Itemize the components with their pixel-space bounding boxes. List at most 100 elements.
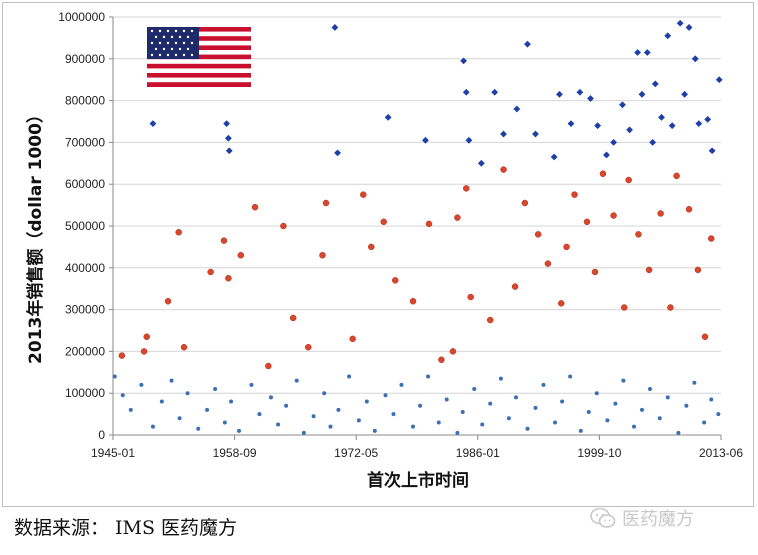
- x-tick-label: 1986-01: [456, 446, 500, 460]
- axes: [109, 16, 722, 440]
- x-tick-label: 1945-01: [91, 446, 135, 460]
- data-point-mid: [368, 243, 375, 251]
- data-point-high: [225, 147, 233, 155]
- data-point-low: [294, 378, 299, 383]
- data-point-high: [643, 49, 651, 56]
- y-tick-labels: 0 100000 200000 300000 400000 500000 600000 700…: [58, 10, 105, 442]
- data-point-high: [634, 49, 641, 56]
- data-point-low: [411, 424, 416, 429]
- data-point-mid: [511, 283, 519, 290]
- data-point-low: [594, 391, 599, 396]
- data-point-low: [506, 416, 511, 421]
- y-tick-label: 900000: [65, 52, 105, 66]
- data-point-low: [336, 407, 341, 412]
- data-point-low: [480, 422, 485, 427]
- data-point-mid: [280, 222, 287, 230]
- data-point-low: [185, 391, 190, 396]
- x-tick-label: 2013-06: [699, 446, 743, 460]
- data-point-high: [619, 101, 626, 109]
- data-point-mid: [225, 275, 232, 282]
- data-point-high: [610, 139, 618, 146]
- data-point-mid: [305, 343, 312, 351]
- data-point-low: [169, 378, 174, 383]
- data-point-low: [513, 395, 518, 400]
- data-point-low: [257, 412, 262, 417]
- x-tick-label: 1958-09: [213, 446, 257, 460]
- data-point-mid: [563, 243, 570, 251]
- data-point-low: [268, 395, 273, 400]
- data-point-mid: [701, 333, 709, 341]
- data-point-low: [311, 414, 316, 419]
- data-point-mid: [667, 304, 674, 311]
- data-point-low: [472, 387, 477, 392]
- data-point-high: [708, 147, 716, 155]
- usa-flag-icon: [147, 27, 251, 87]
- y-tick-label: 400000: [65, 261, 105, 275]
- data-point-low: [128, 407, 133, 412]
- data-point-low: [322, 391, 327, 396]
- data-point-low: [498, 376, 503, 381]
- y-tick-label: 500000: [65, 219, 105, 233]
- data-point-low: [709, 397, 714, 402]
- data-point-low: [460, 410, 465, 415]
- data-point-low: [120, 393, 125, 398]
- data-point-mid: [380, 218, 387, 226]
- data-point-low: [716, 412, 721, 417]
- data-point-mid: [118, 352, 126, 359]
- data-point-mid: [322, 199, 330, 207]
- data-point-high: [462, 88, 470, 96]
- data-point-mid: [625, 176, 632, 184]
- data-point-high: [626, 126, 633, 134]
- data-point-low: [488, 401, 493, 406]
- data-point-high: [638, 90, 646, 98]
- data-point-high: [422, 136, 429, 144]
- data-point-mid: [486, 316, 494, 324]
- data-point-low: [684, 403, 689, 408]
- data-point-high: [567, 120, 575, 127]
- data-point-high: [384, 113, 392, 121]
- data-point-mid: [534, 231, 542, 238]
- data-point-low: [647, 387, 652, 392]
- y-tick-label: 0: [98, 428, 105, 442]
- data-point-high: [685, 24, 693, 31]
- data-points: [112, 19, 723, 435]
- data-point-mid: [500, 166, 507, 173]
- wechat-icon: [590, 507, 616, 528]
- data-point-low: [301, 430, 306, 435]
- data-point-low: [276, 422, 281, 427]
- data-point-high: [676, 19, 684, 27]
- data-point-mid: [707, 235, 715, 242]
- data-point-high: [556, 90, 563, 98]
- data-point-high: [477, 159, 485, 167]
- watermark: 医药魔方: [590, 504, 694, 532]
- data-point-low: [605, 418, 610, 423]
- data-point-high: [695, 120, 703, 127]
- data-point-low: [249, 382, 254, 387]
- data-point-high: [691, 55, 699, 63]
- data-point-low: [372, 428, 377, 433]
- watermark-text: 医药魔方: [622, 509, 694, 530]
- data-point-high: [550, 153, 558, 161]
- data-point-mid: [544, 260, 552, 267]
- data-point-high: [524, 40, 531, 48]
- data-point-high: [500, 130, 507, 138]
- data-point-low: [229, 399, 234, 404]
- data-point-low: [356, 418, 361, 423]
- y-tick-label: 100000: [65, 386, 105, 400]
- data-point-low: [702, 420, 707, 425]
- data-point-mid: [349, 335, 356, 343]
- data-point-low: [640, 407, 645, 412]
- data-point-high: [491, 88, 499, 96]
- data-point-high: [715, 76, 723, 84]
- data-point-low: [139, 382, 144, 387]
- data-point-mid: [164, 297, 172, 305]
- data-point-low: [676, 430, 681, 435]
- y-axis-title: 2013年销售额（dollar 1000）: [25, 106, 46, 364]
- data-point-low: [657, 416, 662, 421]
- data-point-low: [222, 420, 227, 425]
- data-point-low: [284, 403, 289, 408]
- data-point-high: [658, 113, 665, 121]
- data-point-mid: [591, 268, 599, 276]
- data-point-mid: [251, 203, 259, 211]
- scatter-chart: 0 100000 200000 300000 400000 500000 600000 700…: [25, 10, 743, 491]
